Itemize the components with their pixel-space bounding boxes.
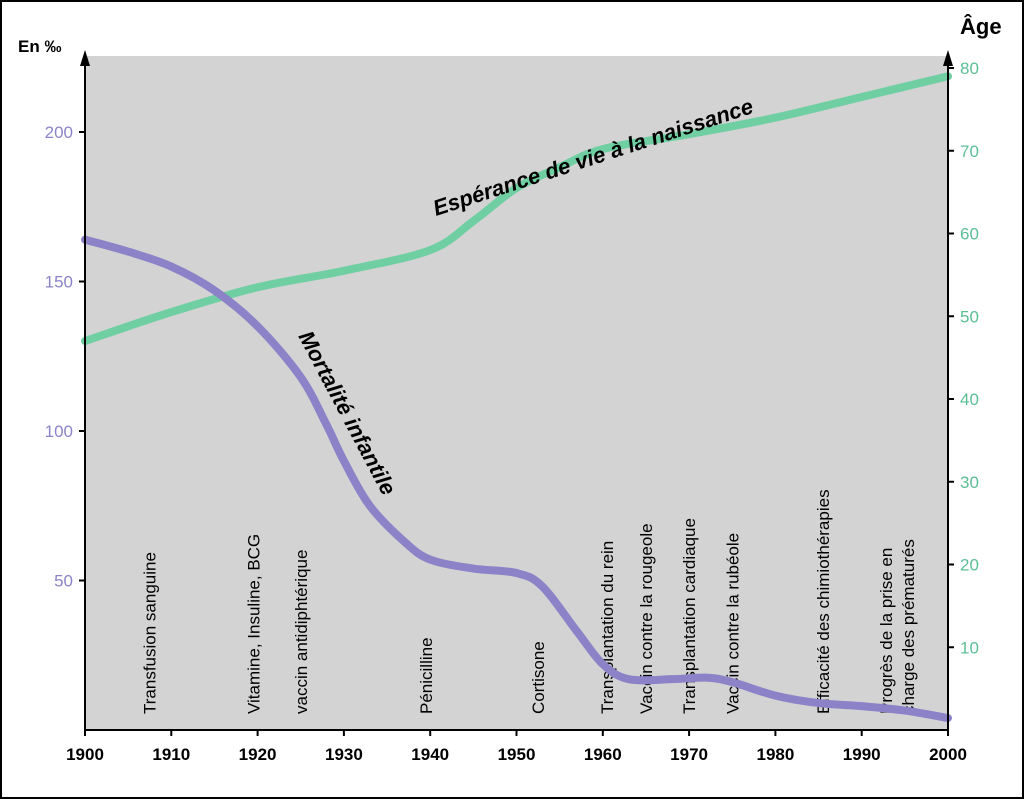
x-tick-label: 1970 <box>670 745 708 764</box>
right-tick-label: 60 <box>960 225 979 244</box>
right-axis-title: Âge <box>960 14 1002 39</box>
left-tick-label: 50 <box>54 572 73 591</box>
left-tick-label: 150 <box>45 273 73 292</box>
event-label: Vaccin contre la rubéole <box>723 533 742 714</box>
right-tick-label: 40 <box>960 390 979 409</box>
event-label: Transfusion sanguine <box>141 552 160 714</box>
x-tick-label: 1900 <box>66 745 104 764</box>
x-tick-label: 1910 <box>152 745 190 764</box>
right-tick-label: 80 <box>960 59 979 78</box>
x-tick-label: 1990 <box>843 745 881 764</box>
x-tick-label: 1960 <box>584 745 622 764</box>
x-tick-label: 2000 <box>929 745 967 764</box>
event-label: Progrès de la prise en <box>877 548 896 714</box>
event-label: Efficacité des chimiothérapies <box>814 489 833 714</box>
x-tick-label: 1930 <box>325 745 363 764</box>
event-label: Transplantation du rein <box>598 541 617 714</box>
right-tick-label: 70 <box>960 142 979 161</box>
right-tick-label: 20 <box>960 556 979 575</box>
x-tick-label: 1920 <box>239 745 277 764</box>
event-label: charge des prématurés <box>899 539 918 714</box>
event-label: Pénicilline <box>417 637 436 714</box>
left-tick-label: 200 <box>45 123 73 142</box>
right-tick-label: 10 <box>960 638 979 657</box>
left-axis-title: En ‰ <box>18 37 61 56</box>
event-label: Transplantation cardiaque <box>680 518 699 714</box>
event-label: vaccin antidiphtérique <box>292 550 311 714</box>
x-tick-label: 1980 <box>756 745 794 764</box>
series-line-life-expectancy <box>81 72 952 346</box>
left-tick-label: 100 <box>45 422 73 441</box>
plot-area <box>85 56 948 730</box>
right-tick-label: 50 <box>960 307 979 326</box>
left-axis-arrow <box>80 50 90 66</box>
right-axis-arrow <box>943 50 953 66</box>
x-tick-label: 1940 <box>411 745 449 764</box>
event-label: Vaccin contre la rougeole <box>637 523 656 714</box>
event-label: Cortisone <box>529 641 548 714</box>
series-line-mortality <box>81 235 952 723</box>
event-label: Vitamine, Insuline, BCG <box>244 534 263 714</box>
x-tick-label: 1950 <box>498 745 536 764</box>
right-tick-label: 30 <box>960 473 979 492</box>
